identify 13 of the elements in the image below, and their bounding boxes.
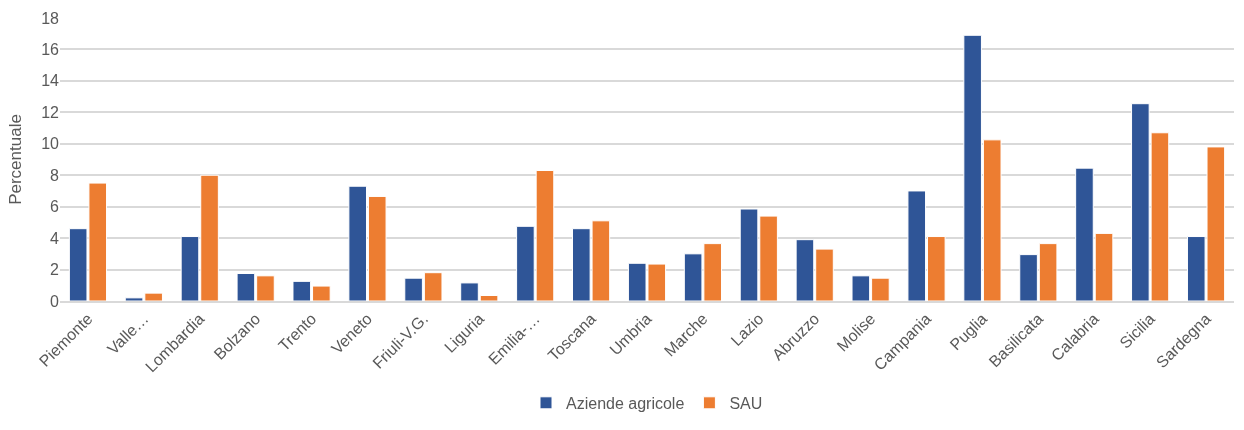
y-tick-label: 14 xyxy=(41,72,60,90)
legend-label: SAU xyxy=(729,395,763,413)
y-tick-label: 4 xyxy=(50,229,60,247)
y-tick-label: 8 xyxy=(50,166,60,184)
y-tick-label: 12 xyxy=(41,103,60,121)
y-tick-label: 2 xyxy=(50,261,60,279)
y-tick-label: 16 xyxy=(41,41,60,59)
y-tick-label: 18 xyxy=(41,9,60,27)
y-tick-label: 10 xyxy=(41,135,60,153)
y-tick-label: 0 xyxy=(50,292,60,310)
y-axis-title: Percentuale xyxy=(5,114,25,205)
y-tick-label: 6 xyxy=(50,198,60,216)
legend-label: Aziende agricole xyxy=(566,395,685,413)
